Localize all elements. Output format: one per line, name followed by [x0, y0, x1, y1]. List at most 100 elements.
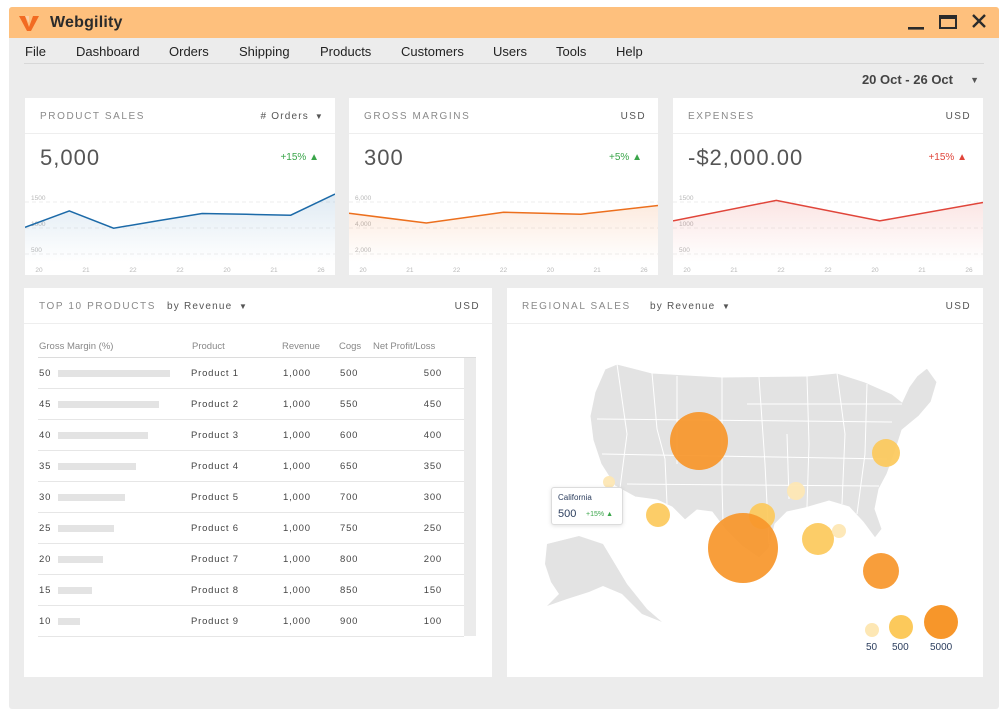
region-bubble-mississippi[interactable] [802, 523, 834, 555]
menu-products[interactable]: Products [320, 44, 372, 59]
kpi-value: -$2,000.00 [688, 145, 804, 170]
region-bubble-alabama[interactable] [832, 524, 846, 538]
menu-tools[interactable]: Tools [556, 44, 587, 59]
x-tick-label: 22 [500, 267, 508, 274]
table-scrollbar[interactable] [464, 358, 476, 636]
x-tick-label: 26 [640, 267, 648, 274]
cell-product: Product 4 [191, 461, 239, 472]
expenses-card: EXPENSES USD -$2,000.00 +15% ▲ 150010005… [673, 98, 983, 275]
kpi-delta-text: +15% [280, 152, 307, 163]
menu-file[interactable]: File [25, 44, 46, 59]
region-bubble-montana[interactable] [670, 412, 728, 470]
x-tick-label: 22 [453, 267, 461, 274]
kpi-delta: +5% ▲ [609, 152, 642, 163]
column-header-revenue: Revenue [282, 341, 321, 352]
x-tick-label: 26 [965, 267, 973, 274]
metric-selector[interactable]: # Orders [260, 111, 309, 122]
table-row[interactable]: 20 Product 7 1,000 800 200 [38, 544, 464, 575]
minimize-icon [908, 27, 924, 30]
region-bubble-california[interactable] [646, 503, 670, 527]
cell-margin: 50 [39, 368, 52, 379]
region-bubble-washington[interactable] [603, 476, 615, 488]
table-row[interactable]: 30 Product 5 1,000 700 300 [38, 482, 464, 513]
margin-bar [58, 525, 114, 532]
cell-cogs: 550 [340, 399, 359, 410]
y-tick-label: 6,000 [355, 195, 372, 202]
gross-margins-card: GROSS MARGINS USD 300 +5% ▲ 6,0004,0002,… [349, 98, 658, 275]
cell-net: 200 [423, 554, 442, 565]
table-row[interactable]: 35 Product 4 1,000 650 350 [38, 451, 464, 482]
card-header: PRODUCT SALES # Orders ▼ [25, 98, 335, 134]
metric-selector[interactable]: by Revenue [167, 301, 233, 312]
us-map [545, 363, 958, 639]
menu-dashboard[interactable]: Dashboard [76, 44, 140, 59]
series-line [673, 199, 983, 222]
margin-bar [58, 587, 92, 594]
cell-cogs: 800 [340, 554, 359, 565]
x-tick-label: 22 [129, 267, 137, 274]
table-row[interactable]: 45 Product 2 1,000 550 450 [38, 389, 464, 420]
x-tick-label: 21 [918, 267, 926, 274]
margin-bar [58, 556, 103, 563]
cell-product: Product 9 [191, 616, 239, 627]
legend-label-50: 50 [866, 642, 878, 653]
menu-users[interactable]: Users [493, 44, 527, 59]
card-title: PRODUCT SALES [40, 111, 146, 122]
cell-product: Product 3 [191, 430, 239, 441]
margin-bar [58, 370, 170, 377]
cell-cogs: 850 [340, 585, 359, 596]
cell-revenue: 1,000 [283, 554, 311, 565]
y-tick-label: 1500 [679, 195, 694, 202]
region-bubble-pennsylvania[interactable] [872, 439, 900, 467]
maximize-button[interactable] [937, 12, 959, 32]
x-tick-label: 21 [270, 267, 278, 274]
triangle-up-icon: ▲ [309, 152, 319, 163]
card-header: GROSS MARGINS USD [349, 98, 658, 134]
card-header: EXPENSES USD [673, 98, 983, 134]
menu-help[interactable]: Help [616, 44, 643, 59]
close-button[interactable] [968, 12, 990, 32]
table-row[interactable]: 50 Product 1 1,000 500 500 [38, 358, 464, 389]
table-row[interactable]: 15 Product 8 1,000 850 150 [38, 575, 464, 606]
region-bubble-florida[interactable] [863, 553, 899, 589]
cell-product: Product 7 [191, 554, 239, 565]
menu-shipping[interactable]: Shipping [239, 44, 290, 59]
column-header-cogs: Cogs [339, 341, 362, 352]
date-range-selector[interactable]: 20 Oct - 26 Oct [861, 72, 953, 87]
region-bubble-kentucky[interactable] [787, 482, 805, 500]
table-row[interactable]: 10 Product 9 1,000 900 100 [38, 606, 464, 637]
currency-label: USD [945, 111, 971, 122]
series-area [673, 200, 983, 262]
series-area [349, 205, 658, 262]
region-bubble-texas[interactable] [708, 513, 778, 583]
currency-label: USD [620, 111, 646, 122]
chevron-down-icon[interactable]: ▼ [722, 302, 732, 311]
title-bar: Webgility [9, 7, 999, 38]
x-tick-label: 20 [547, 267, 555, 274]
chevron-down-icon[interactable]: ▼ [314, 112, 324, 121]
cell-cogs: 750 [340, 523, 359, 534]
table-row[interactable]: 40 Product 3 1,000 600 400 [38, 420, 464, 451]
cell-revenue: 1,000 [283, 523, 311, 534]
cell-net: 500 [423, 368, 442, 379]
menu-orders[interactable]: Orders [169, 44, 209, 59]
alaska-shape [545, 536, 662, 622]
card-header: TOP 10 PRODUCTS by Revenue ▼ USD [24, 288, 492, 324]
metric-selector[interactable]: by Revenue [650, 301, 716, 312]
close-icon [972, 14, 986, 28]
product-sales-card: PRODUCT SALES # Orders ▼ 5,000 +15% ▲ 15… [25, 98, 335, 275]
chevron-down-icon[interactable]: ▼ [239, 302, 249, 311]
minimize-button[interactable] [905, 12, 927, 32]
series-area [25, 194, 335, 262]
cell-margin: 40 [39, 430, 52, 441]
table-row[interactable]: 25 Product 6 1,000 750 250 [38, 513, 464, 544]
kpi-value: 5,000 [40, 145, 101, 170]
menu-customers[interactable]: Customers [401, 44, 464, 59]
x-tick-label: 20 [35, 267, 43, 274]
legend-bubble-large [924, 605, 958, 639]
cell-revenue: 1,000 [283, 616, 311, 627]
cell-revenue: 1,000 [283, 368, 311, 379]
card-title: GROSS MARGINS [364, 111, 471, 122]
chevron-down-icon[interactable]: ▼ [970, 75, 979, 85]
